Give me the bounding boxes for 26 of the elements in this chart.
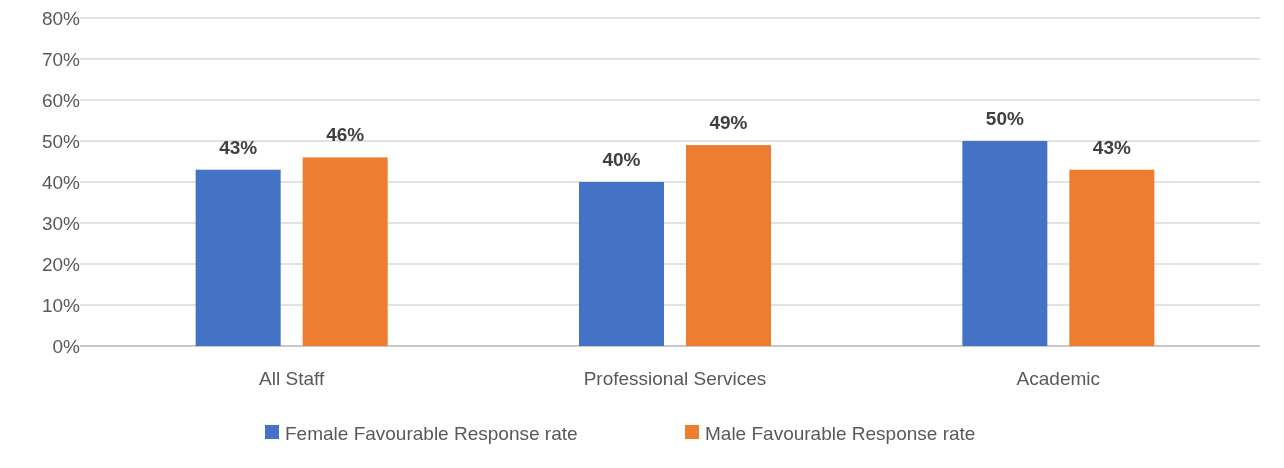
x-tick-label: Academic <box>1016 368 1101 389</box>
bar <box>195 169 281 346</box>
y-tick-label: 10% <box>41 294 81 316</box>
bar <box>686 145 771 346</box>
bar <box>579 182 664 346</box>
y-tick-label: 0% <box>52 335 81 357</box>
x-tick-label: Professional Services <box>583 368 767 389</box>
text: 46% <box>326 124 365 146</box>
bar <box>1069 169 1155 346</box>
y-tick-label: 60% <box>41 89 81 111</box>
text: 43% <box>1092 136 1131 158</box>
legend-label: Female Favourable Response rate <box>285 422 578 444</box>
bar <box>962 141 1048 346</box>
text: 50% <box>985 108 1024 129</box>
bar <box>302 157 388 346</box>
x-tick-label: All Staff <box>259 368 325 389</box>
y-tick-label: 80% <box>41 7 81 29</box>
text: 40% <box>602 149 641 170</box>
y-tick-label: 30% <box>41 212 81 234</box>
y-tick-label: 50% <box>41 130 81 152</box>
text: 43% <box>219 136 258 158</box>
text: 49% <box>709 112 748 134</box>
y-tick-label: 20% <box>41 253 81 275</box>
legend-label: Male Favourable Response rate <box>705 422 976 444</box>
y-tick-label: 40% <box>41 171 81 193</box>
y-tick-label: 70% <box>41 48 81 70</box>
